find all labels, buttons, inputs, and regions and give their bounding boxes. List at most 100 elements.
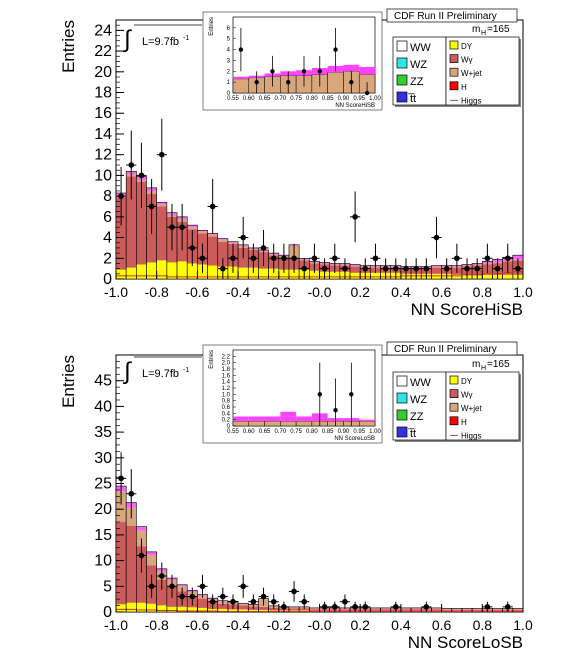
- data-point: [158, 573, 165, 579]
- legend-label: t̅t: [407, 428, 416, 440]
- legend-label: W+jet: [461, 404, 482, 413]
- bar-wgamma: [207, 236, 218, 266]
- bar-dy: [482, 274, 493, 279]
- inset-x-tick-label: 0.65: [259, 429, 271, 435]
- bar-higgs: [512, 255, 523, 260]
- inset-y-tick-label: 3: [227, 58, 231, 64]
- legend-left: WW WZ ZZ t̅t: [392, 371, 448, 442]
- data-point: [342, 598, 348, 605]
- legend-label: WZ: [410, 394, 427, 406]
- bar-dy: [177, 261, 188, 279]
- y-tick-label: 45: [94, 373, 112, 390]
- bar-wjet: [370, 608, 381, 610]
- bar-dy: [187, 607, 198, 612]
- legend-label: Higgs: [461, 96, 481, 105]
- lumi-superscript: -1: [183, 35, 189, 42]
- inset-x-tick-label: 0.70: [274, 429, 286, 435]
- data-point: [504, 604, 511, 610]
- inset-x-tick-label: 0.75: [290, 429, 302, 435]
- legend-label: W+jet: [461, 69, 482, 78]
- legend-label: H: [461, 83, 467, 92]
- bar-wgamma: [238, 605, 249, 610]
- y-tick-label: 20: [94, 501, 112, 518]
- bar-higgs: [197, 230, 208, 232]
- bar-dy: [207, 608, 218, 612]
- data-point: [250, 598, 257, 605]
- bar-dy: [136, 602, 147, 612]
- y-tick-label: 35: [94, 424, 112, 441]
- inset-y-tick-label: 0.8: [222, 399, 231, 405]
- legend-label: Higgs: [461, 431, 481, 440]
- data-point: [494, 265, 501, 272]
- bar-dy: [329, 271, 340, 279]
- inset-x-tick-label: 0.80: [306, 96, 318, 102]
- bar-dy: [166, 606, 178, 612]
- legend-swatch: [449, 40, 459, 50]
- bar-wgamma: [156, 206, 167, 261]
- data-point: [372, 255, 379, 262]
- y-tick-label: 14: [94, 126, 112, 143]
- inset-data-point: [349, 392, 354, 397]
- bar-wgamma: [156, 579, 167, 606]
- bar-wgamma: [411, 609, 422, 611]
- x-tick-label: 1.0: [513, 284, 533, 300]
- data-point: [260, 593, 267, 600]
- inset-data-point: [301, 69, 307, 74]
- inset-bar-higgs: [359, 66, 375, 75]
- inset-bar-higgs: [343, 64, 360, 72]
- bar-dy: [278, 269, 289, 279]
- data-point: [301, 598, 308, 605]
- bar-dy: [238, 609, 249, 612]
- bar-higgs: [177, 584, 188, 587]
- legend-swatch: [449, 81, 459, 91]
- inset-y-tick-label: 1.2: [222, 386, 231, 392]
- inset-y-tick-label: 1.4: [222, 380, 231, 386]
- legend-swatch: [449, 54, 459, 63]
- inset-data-point: [270, 69, 275, 74]
- data-point: [331, 604, 338, 610]
- data-point: [270, 255, 277, 262]
- inset-y-tick-label: 1: [227, 80, 231, 86]
- bar-dy: [146, 262, 157, 279]
- inset-y-tick-label: 0: [227, 424, 231, 430]
- x-tick-label: 0.6: [432, 284, 452, 300]
- x-tick-label: -1.0: [104, 284, 128, 300]
- inset-x-tick-label: 0.65: [259, 96, 271, 102]
- inset-x-tick-label: 0.80: [306, 429, 318, 435]
- bar-dy: [238, 267, 249, 279]
- inset-bar: [264, 421, 281, 427]
- data-point: [291, 588, 297, 595]
- legend-swatch: [449, 416, 459, 426]
- lumi-label: ∫ L=9.7fb -1: [122, 24, 202, 53]
- x-tick-label: 0.6: [432, 617, 452, 633]
- legend-label: t̅t: [407, 93, 416, 105]
- bar-wgamma: [126, 176, 137, 268]
- y-tick-label: 22: [94, 43, 112, 60]
- x-tick-label: 0.2: [350, 617, 370, 633]
- bar-wgamma: [461, 609, 473, 611]
- inset-data-point: [364, 90, 370, 96]
- data-point: [433, 234, 440, 241]
- x-tick-label: 0.2: [350, 284, 370, 300]
- data-point: [148, 203, 155, 210]
- legend-swatch: [449, 389, 459, 398]
- data-point: [423, 265, 430, 272]
- y-axis-title: Entries: [59, 20, 78, 73]
- inset-bar: [248, 421, 265, 427]
- bar-dy: [248, 609, 259, 612]
- legend-swatch: [449, 402, 459, 412]
- x-tick-label: -0.8: [145, 617, 169, 633]
- inset-bar: [232, 78, 250, 94]
- inset-data-point: [286, 79, 291, 85]
- data-point: [220, 593, 226, 600]
- inset-x-tick-label: 0.55: [227, 96, 239, 102]
- inset-x-axis-title: NN ScoreLoSB: [334, 436, 375, 442]
- data-point: [515, 265, 521, 272]
- mass-value: =165: [487, 24, 510, 35]
- data-point: [118, 475, 124, 482]
- data-point: [504, 255, 511, 262]
- bar-wgamma: [309, 609, 320, 611]
- inset-y-tick-label: 4: [227, 48, 231, 54]
- inset-y-tick-label: 0: [227, 91, 231, 97]
